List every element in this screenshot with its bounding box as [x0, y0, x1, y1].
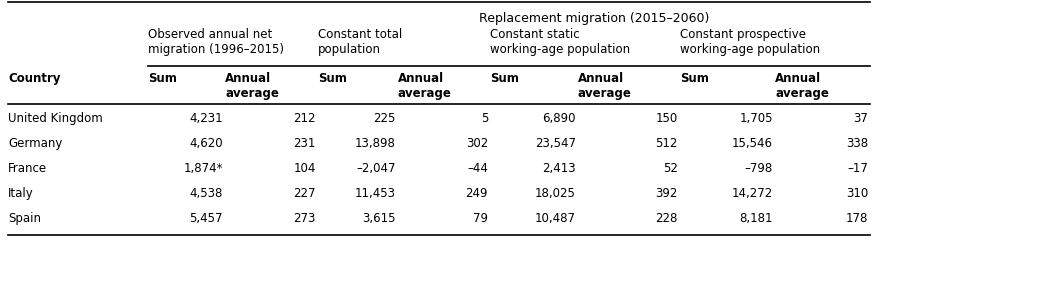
Text: Replacement migration (2015–2060): Replacement migration (2015–2060) [479, 12, 709, 25]
Text: 150: 150 [656, 112, 678, 125]
Text: 302: 302 [466, 137, 488, 150]
Text: Country: Country [8, 72, 61, 85]
Text: 4,231: 4,231 [189, 112, 223, 125]
Text: Sum: Sum [318, 72, 347, 85]
Text: 52: 52 [663, 162, 678, 175]
Text: 1,874*: 1,874* [184, 162, 223, 175]
Text: 104: 104 [293, 162, 316, 175]
Text: 1,705: 1,705 [740, 112, 772, 125]
Text: 5: 5 [480, 112, 488, 125]
Text: 3,615: 3,615 [363, 212, 396, 225]
Text: 15,546: 15,546 [731, 137, 772, 150]
Text: 4,620: 4,620 [189, 137, 223, 150]
Text: Sum: Sum [680, 72, 708, 85]
Text: Constant prospective
working-age population: Constant prospective working-age populat… [680, 28, 820, 56]
Text: 231: 231 [293, 137, 316, 150]
Text: Sum: Sum [148, 72, 177, 85]
Text: 249: 249 [466, 187, 488, 200]
Text: 8,181: 8,181 [740, 212, 772, 225]
Text: 18,025: 18,025 [535, 187, 576, 200]
Text: 14,272: 14,272 [731, 187, 772, 200]
Text: United Kingdom: United Kingdom [8, 112, 103, 125]
Text: –44: –44 [467, 162, 488, 175]
Text: Spain: Spain [8, 212, 41, 225]
Text: 5,457: 5,457 [189, 212, 223, 225]
Text: –2,047: –2,047 [356, 162, 396, 175]
Text: 273: 273 [293, 212, 316, 225]
Text: Annual
average: Annual average [775, 72, 829, 100]
Text: 338: 338 [846, 137, 868, 150]
Text: 23,547: 23,547 [535, 137, 576, 150]
Text: 392: 392 [656, 187, 678, 200]
Text: Constant static
working-age population: Constant static working-age population [490, 28, 631, 56]
Text: 512: 512 [656, 137, 678, 150]
Text: Annual
average: Annual average [578, 72, 632, 100]
Text: Observed annual net
migration (1996–2015): Observed annual net migration (1996–2015… [148, 28, 284, 56]
Text: 178: 178 [846, 212, 868, 225]
Text: 13,898: 13,898 [355, 137, 396, 150]
Text: Constant total
population: Constant total population [318, 28, 403, 56]
Text: –17: –17 [847, 162, 868, 175]
Text: France: France [8, 162, 47, 175]
Text: 310: 310 [846, 187, 868, 200]
Text: 79: 79 [473, 212, 488, 225]
Text: Annual
average: Annual average [398, 72, 452, 100]
Text: 37: 37 [853, 112, 868, 125]
Text: Italy: Italy [8, 187, 34, 200]
Text: 11,453: 11,453 [355, 187, 396, 200]
Text: 228: 228 [656, 212, 678, 225]
Text: 10,487: 10,487 [535, 212, 576, 225]
Text: 4,538: 4,538 [189, 187, 223, 200]
Text: –798: –798 [745, 162, 772, 175]
Text: 212: 212 [293, 112, 316, 125]
Text: 227: 227 [293, 187, 316, 200]
Text: 225: 225 [373, 112, 396, 125]
Text: Sum: Sum [490, 72, 519, 85]
Text: 2,413: 2,413 [542, 162, 576, 175]
Text: Annual
average: Annual average [225, 72, 279, 100]
Text: 6,890: 6,890 [542, 112, 576, 125]
Text: Germany: Germany [8, 137, 62, 150]
